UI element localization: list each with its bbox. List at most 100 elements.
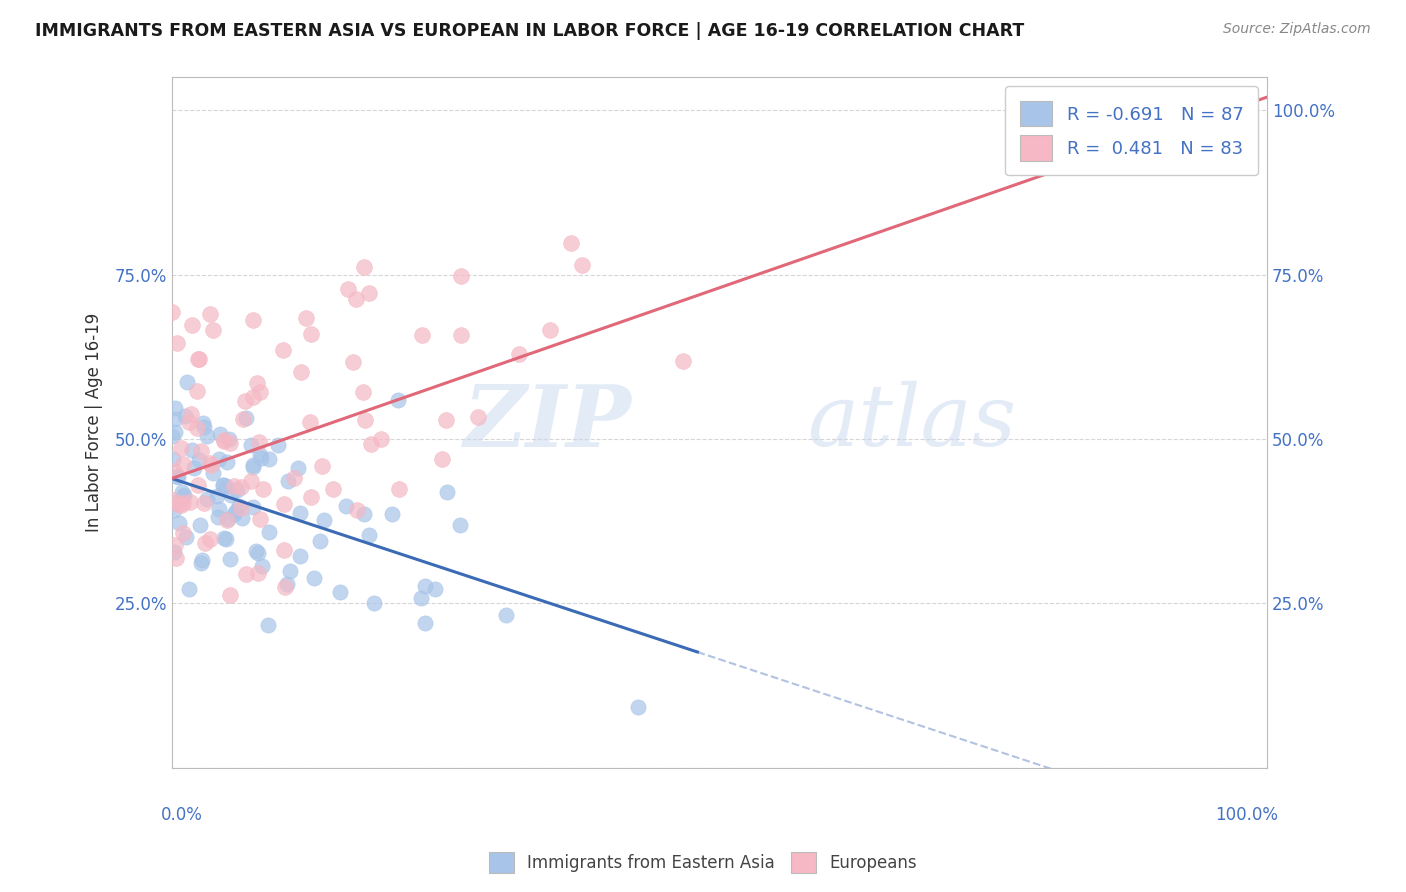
Point <box>195 428 218 442</box>
Point <box>423 582 446 596</box>
Point <box>162 503 184 517</box>
Point <box>242 459 264 474</box>
Point <box>409 591 432 606</box>
Point <box>232 412 254 426</box>
Point <box>180 318 202 333</box>
Point <box>273 497 295 511</box>
Point <box>229 501 252 516</box>
Point <box>172 457 194 471</box>
Point <box>249 512 271 526</box>
Point <box>449 517 471 532</box>
Point <box>194 536 217 550</box>
Point <box>322 482 344 496</box>
Point <box>231 479 253 493</box>
Point <box>370 432 392 446</box>
Point <box>353 413 375 427</box>
Point <box>172 490 194 504</box>
Point <box>215 479 238 493</box>
Point <box>233 394 256 409</box>
Point <box>250 559 273 574</box>
Point <box>176 376 198 390</box>
Point <box>163 401 186 415</box>
Point <box>287 461 309 475</box>
Point <box>188 518 211 533</box>
Point <box>165 495 187 509</box>
Point <box>212 478 235 492</box>
Text: 100.0%: 100.0% <box>1215 805 1278 823</box>
Point <box>169 499 191 513</box>
Point <box>450 328 472 343</box>
Point <box>627 700 650 714</box>
Legend: R = -0.691   N = 87, R =  0.481   N = 83: R = -0.691 N = 87, R = 0.481 N = 83 <box>1005 87 1258 176</box>
Point <box>353 260 375 275</box>
Point <box>217 512 239 526</box>
Point <box>188 352 211 367</box>
Point <box>413 616 436 631</box>
Point <box>246 546 269 560</box>
Point <box>298 415 321 429</box>
Point <box>214 532 236 546</box>
Point <box>450 268 472 283</box>
Point <box>212 434 235 449</box>
Point <box>219 488 242 502</box>
Point <box>187 453 209 467</box>
Point <box>207 510 229 524</box>
Point <box>294 310 316 325</box>
Point <box>200 458 222 472</box>
Point <box>166 497 188 511</box>
Point <box>198 456 221 470</box>
Point <box>215 513 238 527</box>
Point <box>288 506 311 520</box>
Point <box>235 411 257 425</box>
Point <box>162 464 184 478</box>
Point <box>222 479 245 493</box>
Point <box>208 501 231 516</box>
Point <box>508 347 530 361</box>
Y-axis label: In Labor Force | Age 16-19: In Labor Force | Age 16-19 <box>86 313 103 533</box>
Point <box>329 584 352 599</box>
Point <box>201 323 224 337</box>
Text: ZIP: ZIP <box>464 381 631 465</box>
Point <box>219 552 242 566</box>
Point <box>180 408 202 422</box>
Point <box>337 282 360 296</box>
Point <box>163 412 186 426</box>
Point <box>242 500 264 514</box>
Point <box>413 579 436 593</box>
Point <box>299 326 322 341</box>
Point <box>190 557 212 571</box>
Point <box>304 571 326 585</box>
Point <box>672 354 695 368</box>
Point <box>177 582 200 596</box>
Point <box>179 494 201 508</box>
Point <box>228 500 250 514</box>
Point <box>162 304 184 318</box>
Point <box>240 475 263 489</box>
Point <box>363 596 385 610</box>
Point <box>259 524 281 539</box>
Point <box>172 496 194 510</box>
Point <box>257 451 280 466</box>
Point <box>335 500 357 514</box>
Point <box>314 514 336 528</box>
Point <box>209 427 232 442</box>
Point <box>256 617 278 632</box>
Point <box>187 478 209 492</box>
Point <box>467 410 489 425</box>
Text: 0.0%: 0.0% <box>160 805 202 823</box>
Point <box>342 355 364 369</box>
Point <box>170 441 193 455</box>
Point <box>276 474 298 488</box>
Point <box>360 437 382 451</box>
Point <box>190 553 212 567</box>
Point <box>538 323 561 337</box>
Point <box>235 567 257 582</box>
Point <box>288 549 311 564</box>
Point <box>187 351 209 366</box>
Point <box>352 385 374 400</box>
Point <box>218 436 240 450</box>
Point <box>169 516 191 530</box>
Point <box>163 545 186 559</box>
Point <box>162 493 184 508</box>
Point <box>242 390 264 404</box>
